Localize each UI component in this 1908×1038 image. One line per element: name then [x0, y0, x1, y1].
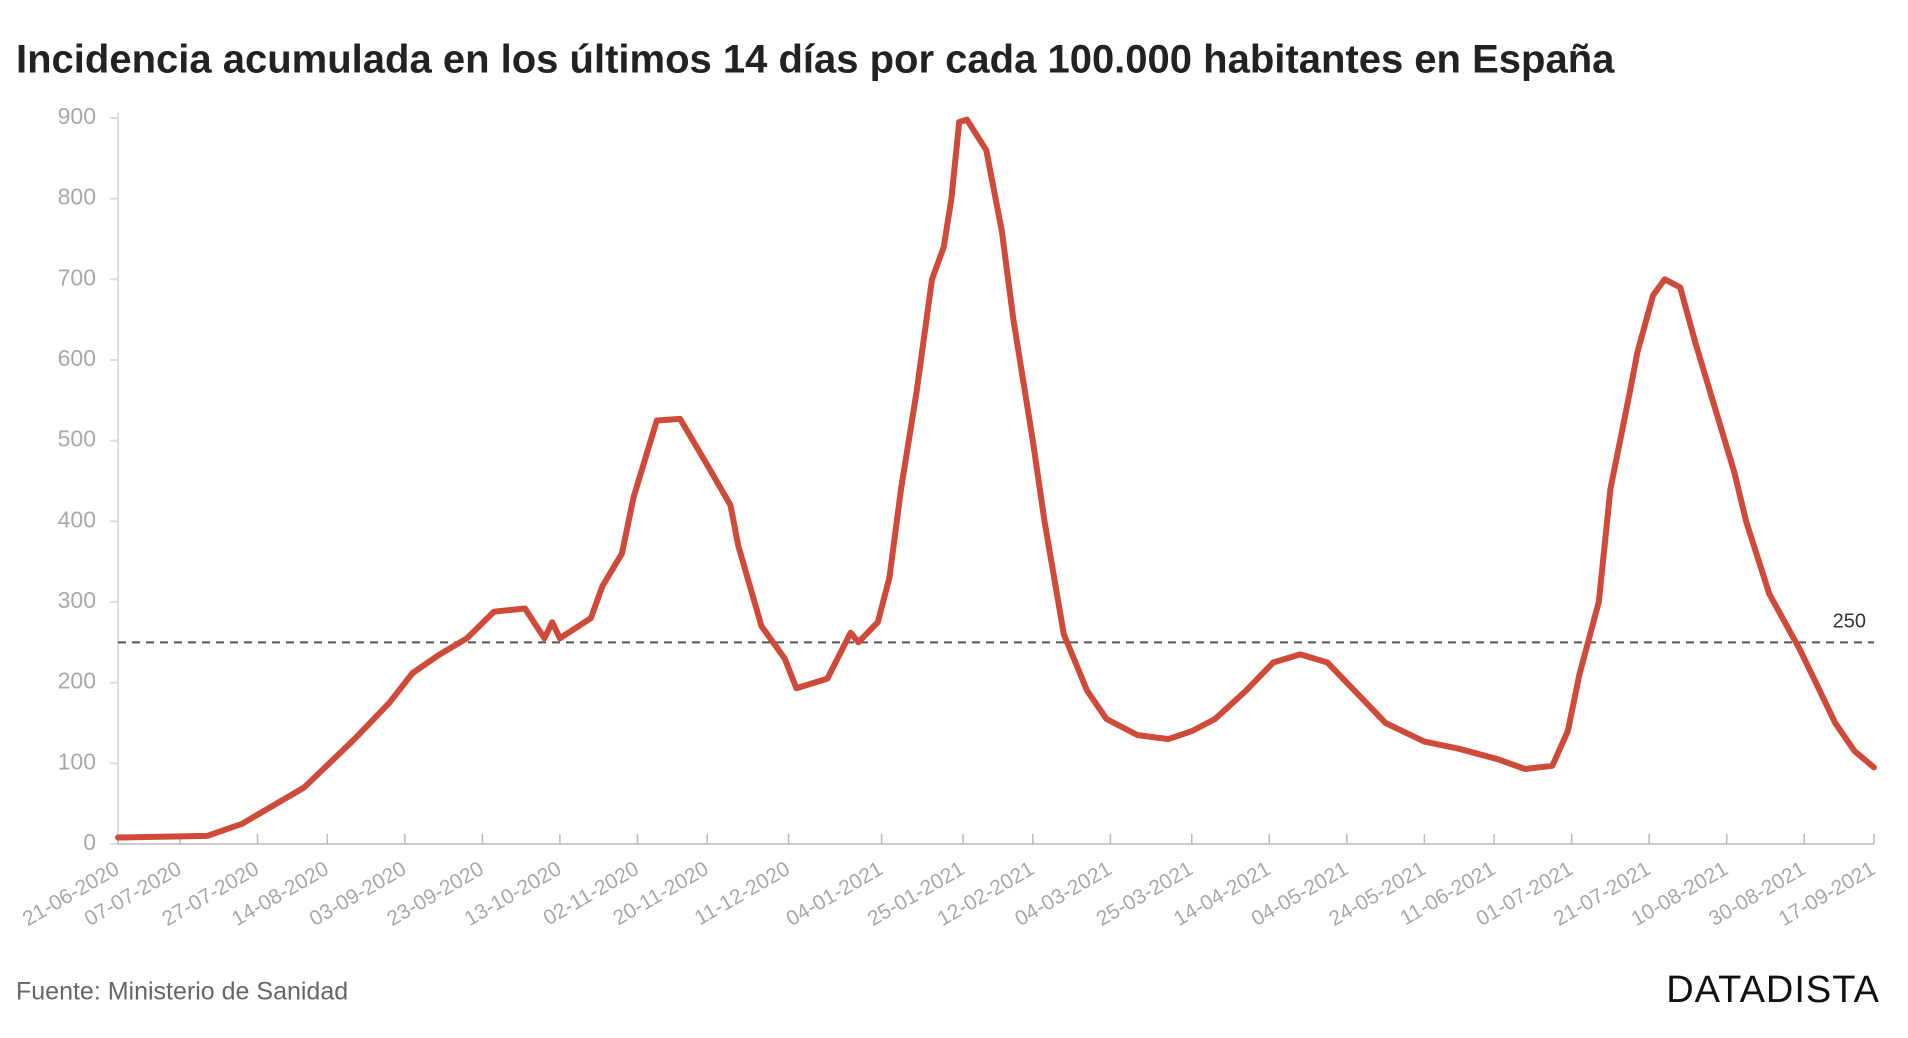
y-tick-label: 200: [58, 668, 96, 694]
y-tick-label: 800: [58, 184, 96, 210]
y-tick-label: 100: [58, 748, 96, 774]
brand: DATADISTA: [1666, 969, 1880, 1011]
y-tick-label: 0: [83, 829, 96, 855]
reference-label: 250: [1833, 611, 1866, 633]
source: Fuente: Ministerio de Sanidad: [16, 978, 348, 1006]
data-line: [115, 116, 1877, 841]
y-tick-label: 500: [58, 426, 96, 452]
y-tick-label: 300: [58, 587, 96, 613]
y-tick-label: 900: [58, 103, 96, 129]
y-tick-label: 600: [58, 345, 96, 371]
chart-title: Incidencia acumulada en los últimos 14 d…: [16, 38, 1615, 82]
y-tick-label: 400: [58, 506, 96, 532]
y-tick-label: 700: [58, 264, 96, 290]
